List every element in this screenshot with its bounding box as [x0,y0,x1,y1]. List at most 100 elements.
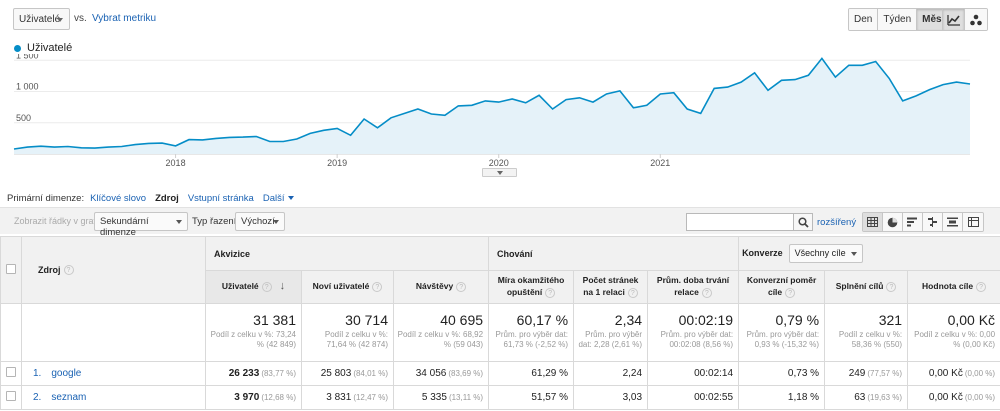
secondary-dimension-select[interactable]: Sekundární dimenze [94,212,188,238]
view-term-cloud-button[interactable] [943,213,963,231]
table-search-input[interactable] [686,213,794,231]
new-users-pct: (84,01 %) [353,369,388,378]
col-pages-per-session[interactable]: Počet stránek na 1 relaci? [573,270,649,304]
pick-metric-link[interactable]: Vybrat metriku [92,13,157,24]
help-icon[interactable]: ? [63,265,74,276]
help-icon[interactable]: ? [627,287,638,298]
help-icon[interactable]: ? [886,281,897,292]
col-conversion-rate[interactable]: Konverzní poměr cíle? [738,270,826,304]
legend-label: Uživatelé [27,42,73,54]
source-cell: 1. google [21,361,206,386]
duration-cell: 00:02:14 [647,361,740,386]
col-avg-duration[interactable]: Prům. doba trvání relace? [647,270,740,304]
metric-select[interactable]: Uživatelé [13,8,70,30]
row-cb-cell [0,385,22,410]
col-sessions[interactable]: Návštěvy? [392,270,490,304]
row-checkbox[interactable] [6,391,16,401]
row-checkbox[interactable] [6,367,16,377]
total-cell: 60,17 % Prům. pro výběr dat: 61,73 % (-2,… [488,303,575,362]
secondary-dimension-label: Sekundární dimenze [100,216,149,238]
chevron-down-icon [57,18,63,22]
new-users-value: 3 831 [326,392,352,403]
total-note: Prům. pro výběr dat: 0,93 % (-15,32 %) [746,330,820,349]
source-cell: 2. seznam [21,385,206,410]
y-tick-label: 1 500 [16,54,39,60]
help-icon[interactable]: ? [372,281,383,292]
goals-pct: (77,57 %) [867,369,903,378]
dimension-keyword[interactable]: Klíčové slovo [90,193,147,204]
x-tick-label: 2019 [327,158,347,168]
users-value: 3 970 [234,392,260,403]
help-icon[interactable]: ? [976,281,987,292]
source-link[interactable]: google [51,368,82,379]
bounce-cell: 51,57 % [488,385,575,410]
view-performance-button[interactable] [903,213,923,231]
plot-rows-button[interactable]: Zobrazit řádky v grafu [14,216,102,226]
total-value: 321 [878,312,903,328]
period-week-button[interactable]: Týden [878,9,918,30]
value-cell: 0,00 Kč (0,00 %) [907,361,1000,386]
users-cell: 26 233 (83,77 %) [205,361,302,386]
series-line[interactable] [13,57,971,150]
period-toggle: Den Týden Měsíc [848,8,956,31]
view-pivot-button[interactable] [963,213,983,231]
view-comparison-button[interactable] [923,213,943,231]
metric-select-value: Uživatelé [19,14,61,25]
table-row: 2. seznam 3 970 (12,68 %) 3 831 (12,47 %) 5… [0,385,1000,410]
motion-chart-button[interactable] [965,9,987,30]
total-value: 30 714 [345,312,388,328]
help-icon[interactable]: ? [456,281,467,292]
col-bounce-rate[interactable]: Míra okamžitého opuštění? [488,270,575,304]
group-header-row: Zdroj? Akvizice Chování Konverze Všechny … [0,236,1000,304]
dimension-source[interactable]: Zdroj [155,193,179,204]
total-value: 60,17 % [516,312,569,328]
goal-value: 0,00 Kč [928,368,963,379]
group-acquisition: Akvizice [204,236,490,271]
goal-select-value: Všechny cíle [794,248,846,258]
x-tick-label: 2021 [650,158,670,168]
search-button[interactable] [793,213,813,231]
view-pie-button[interactable] [883,213,903,231]
grid-icon [867,217,878,227]
sort-desc-icon: ↓ [279,280,286,293]
duration-cell: 00:02:55 [647,385,740,410]
sort-type-select[interactable]: Výchozí [235,212,285,231]
col-goal-completions[interactable]: Splnění cílů? [824,270,909,304]
dimension-landing-page[interactable]: Vstupní stránka [187,193,254,204]
totals-label-cell [21,303,206,362]
select-all-cell [0,236,22,304]
users-pct: (12,68 %) [261,393,296,402]
x-tick-label: 2020 [489,158,509,168]
dimension-more[interactable]: Další [263,193,294,204]
col-goal-value[interactable]: Hodnota cíle? [907,270,1000,304]
help-icon[interactable]: ? [785,287,796,298]
goal-select[interactable]: Všechny cíle [788,244,863,263]
new-users-value: 25 803 [320,368,352,379]
col-sessions-label: Návštěvy [415,281,454,292]
help-icon[interactable]: ? [261,282,272,293]
period-day-button[interactable]: Den [849,9,879,30]
col-pages-label: Počet stránek na 1 relaci [582,275,639,297]
y-tick-label: 500 [16,113,31,123]
series-area [14,58,970,154]
help-icon[interactable]: ? [701,287,712,298]
sessions-cell: 34 056 (83,69 %) [392,361,490,386]
help-icon[interactable]: ? [545,287,556,298]
vs-label: vs. [74,13,87,24]
sessions-pct: (83,69 %) [448,369,484,378]
pie-chart-icon [887,217,898,227]
advanced-filter-link[interactable]: rozšířený [817,217,857,228]
chevron-down-icon [176,220,182,224]
view-table-button[interactable] [863,213,883,231]
col-users[interactable]: Uživatelé? ↓ [205,270,302,304]
chart-expand-handle[interactable] [482,168,517,177]
total-note: Prům. pro výběr dat: 61,73 % (-2,52 %) [495,330,569,349]
new-users-pct: (12,47 %) [353,393,388,402]
source-link[interactable]: seznam [51,392,87,403]
col-new-users[interactable]: Noví uživatelé? [301,270,394,304]
dimension-header[interactable]: Zdroj? [21,236,206,304]
table-view-toggle [862,212,984,232]
select-all-checkbox[interactable] [6,264,16,274]
row-number: 2. [33,392,42,403]
line-chart-button[interactable] [943,9,965,30]
